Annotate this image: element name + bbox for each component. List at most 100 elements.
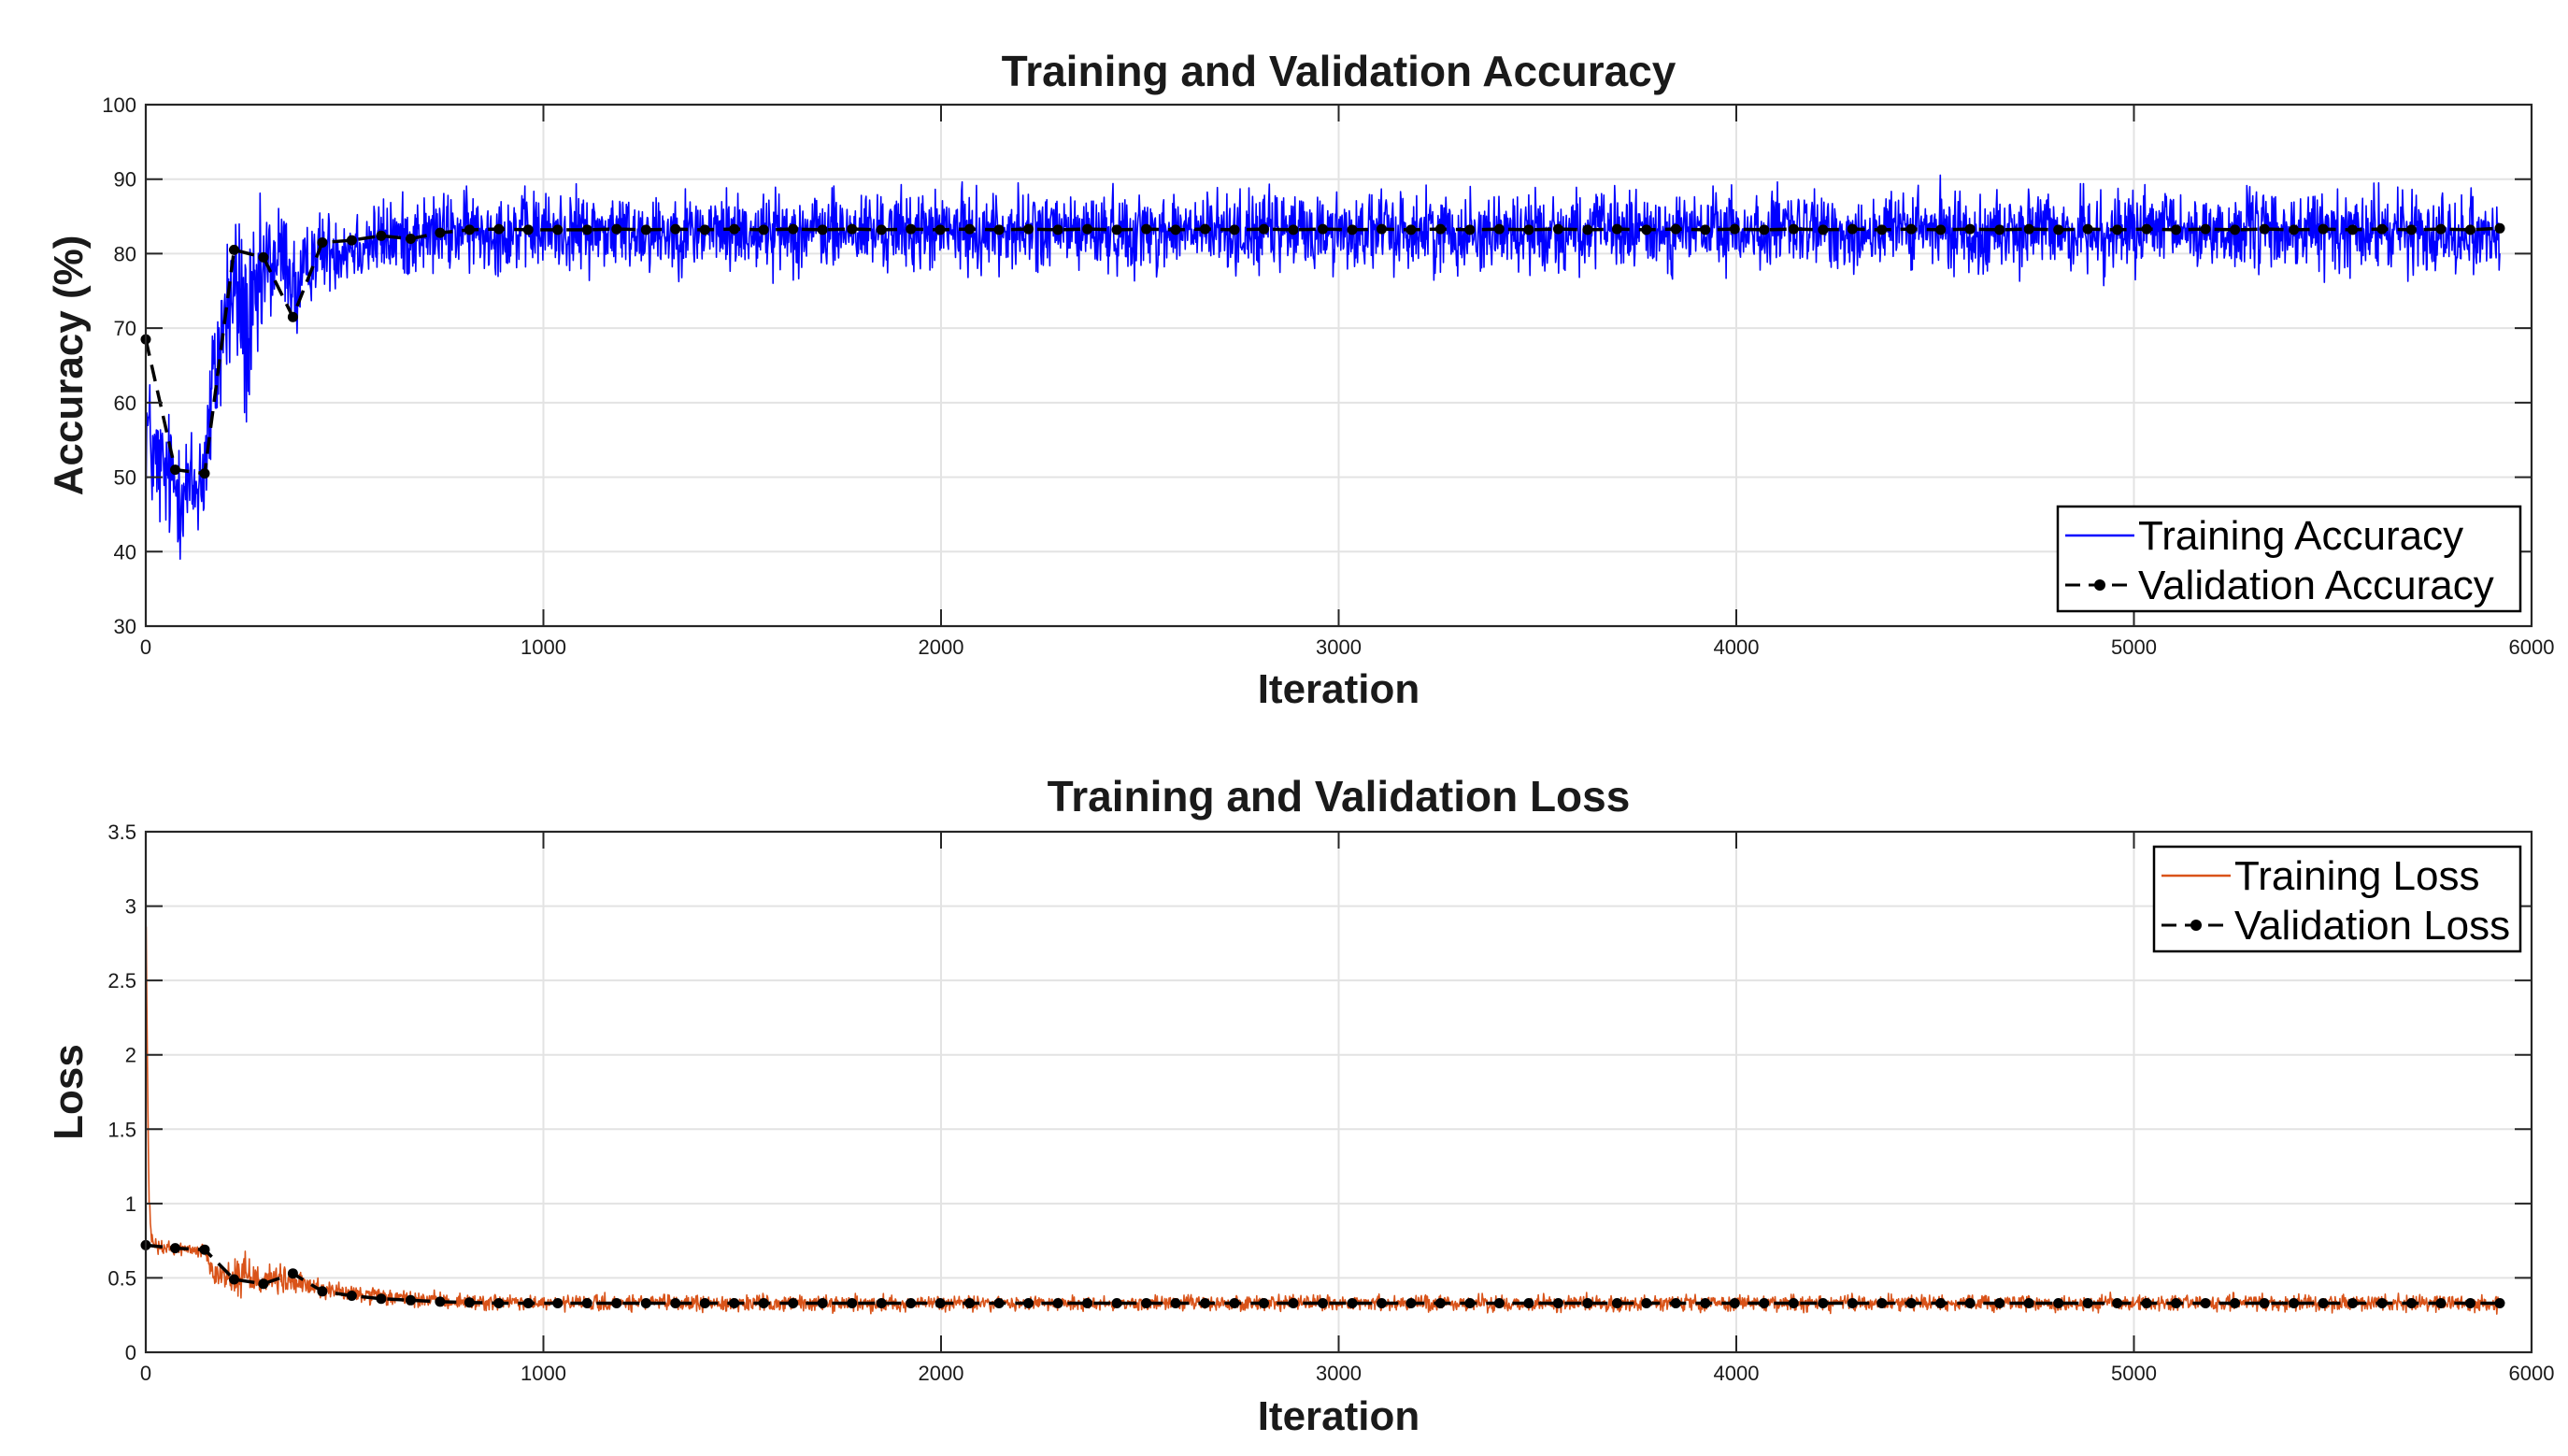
data-point bbox=[934, 1298, 946, 1308]
data-point bbox=[376, 1293, 387, 1305]
data-point bbox=[287, 311, 298, 322]
data-point bbox=[1170, 1298, 1181, 1308]
data-point bbox=[2112, 224, 2123, 236]
accuracy-chart: 0 1000 2000 3000 4000 5000 6000 30 40 50 60 70 80 90 1… bbox=[46, 47, 2554, 712]
data-point bbox=[876, 1298, 887, 1308]
data-point bbox=[1994, 1298, 2005, 1308]
data-point bbox=[258, 1278, 269, 1290]
data-point bbox=[1082, 223, 1093, 235]
data-point bbox=[1641, 1298, 1652, 1308]
data-point bbox=[2200, 1298, 2211, 1308]
data-point bbox=[758, 1298, 769, 1308]
data-point bbox=[287, 1268, 298, 1279]
data-point bbox=[493, 223, 505, 235]
data-point bbox=[906, 1298, 917, 1308]
data-point bbox=[1994, 224, 2005, 236]
series-training-accuracy bbox=[145, 174, 2501, 560]
data-point bbox=[1523, 224, 1534, 236]
data-point bbox=[493, 1298, 505, 1308]
data-point bbox=[2318, 223, 2329, 235]
data-point bbox=[435, 227, 446, 238]
x-tick-label: 5000 bbox=[2111, 1362, 2157, 1385]
data-point bbox=[199, 1244, 210, 1255]
data-point bbox=[405, 234, 416, 244]
data-point bbox=[1493, 1298, 1505, 1308]
x-tick-label: 0 bbox=[140, 1362, 151, 1385]
data-point bbox=[2494, 222, 2505, 234]
data-point bbox=[1582, 1298, 1593, 1308]
data-point bbox=[2289, 224, 2300, 236]
x-tick-label: 1000 bbox=[521, 1362, 566, 1385]
data-point bbox=[2347, 224, 2358, 236]
data-point bbox=[1052, 224, 1063, 236]
data-point bbox=[1847, 1298, 1858, 1308]
series-validation-accuracy bbox=[140, 222, 2505, 479]
y-axis-label: Accuracy (%) bbox=[46, 236, 92, 496]
data-point bbox=[1023, 1298, 1034, 1308]
data-point bbox=[1876, 224, 1888, 236]
data-point bbox=[2053, 224, 2064, 236]
y-tick-label: 2.5 bbox=[107, 969, 136, 992]
data-point bbox=[1464, 1298, 1476, 1308]
data-point bbox=[1670, 1298, 1681, 1308]
data-point bbox=[670, 223, 681, 235]
x-axis-label: Iteration bbox=[1258, 666, 1420, 712]
data-point bbox=[229, 244, 239, 255]
y-tick-label: 90 bbox=[114, 168, 136, 192]
data-point bbox=[1347, 1298, 1358, 1308]
data-point bbox=[817, 224, 828, 236]
y-tick-label: 30 bbox=[114, 615, 136, 638]
data-point bbox=[2435, 1298, 2447, 1308]
data-point bbox=[1611, 1298, 1622, 1308]
y-tick-label: 60 bbox=[114, 392, 136, 415]
data-point bbox=[906, 223, 917, 235]
data-point bbox=[1788, 223, 1799, 235]
data-point bbox=[1229, 1298, 1240, 1308]
y-tick-label: 1.5 bbox=[107, 1118, 136, 1141]
data-point bbox=[1259, 223, 1269, 235]
data-point bbox=[964, 223, 976, 235]
y-tick-label: 100 bbox=[102, 93, 136, 117]
loss-chart: 0 1000 2000 3000 4000 5000 6000 0 0.5 1 1.5 2 2.5 3 3.… bbox=[46, 772, 2554, 1439]
data-point bbox=[934, 224, 946, 236]
data-point bbox=[581, 1298, 592, 1308]
data-point bbox=[1964, 1298, 1976, 1308]
data-point bbox=[170, 464, 180, 476]
data-point bbox=[1170, 224, 1181, 236]
x-tick-label: 3000 bbox=[1316, 635, 1362, 659]
data-point bbox=[376, 230, 387, 241]
x-tick-label: 1000 bbox=[521, 635, 566, 659]
data-point bbox=[1935, 1298, 1947, 1308]
y-tick-label: 0.5 bbox=[107, 1266, 136, 1290]
data-point bbox=[1700, 224, 1711, 236]
x-tick-label: 6000 bbox=[2509, 1362, 2555, 1385]
data-point bbox=[435, 1296, 446, 1307]
data-point bbox=[729, 223, 740, 235]
data-point bbox=[1318, 223, 1328, 235]
data-point bbox=[581, 224, 592, 236]
data-point bbox=[1700, 1298, 1711, 1308]
data-point bbox=[1288, 1298, 1299, 1308]
data-point bbox=[2200, 223, 2211, 235]
data-point bbox=[1141, 1298, 1152, 1308]
data-point bbox=[1405, 1298, 1417, 1308]
data-point bbox=[2171, 1298, 2182, 1308]
y-tick-label: 3.5 bbox=[107, 821, 136, 844]
data-point bbox=[2494, 1298, 2505, 1308]
data-point bbox=[1259, 1298, 1269, 1308]
data-point bbox=[611, 223, 622, 235]
data-point bbox=[1052, 1298, 1063, 1308]
data-point bbox=[1818, 224, 1829, 236]
data-point bbox=[1523, 1298, 1534, 1308]
data-point bbox=[670, 1298, 681, 1308]
y-axis-label: Loss bbox=[46, 1044, 92, 1140]
data-point bbox=[2082, 223, 2093, 235]
data-point bbox=[522, 224, 534, 236]
data-point bbox=[788, 223, 799, 235]
data-point bbox=[464, 224, 475, 236]
data-point bbox=[552, 224, 564, 236]
data-point bbox=[1759, 224, 1770, 236]
data-point bbox=[2376, 223, 2388, 235]
x-tick-label: 4000 bbox=[1714, 635, 1760, 659]
data-point bbox=[1229, 224, 1240, 236]
